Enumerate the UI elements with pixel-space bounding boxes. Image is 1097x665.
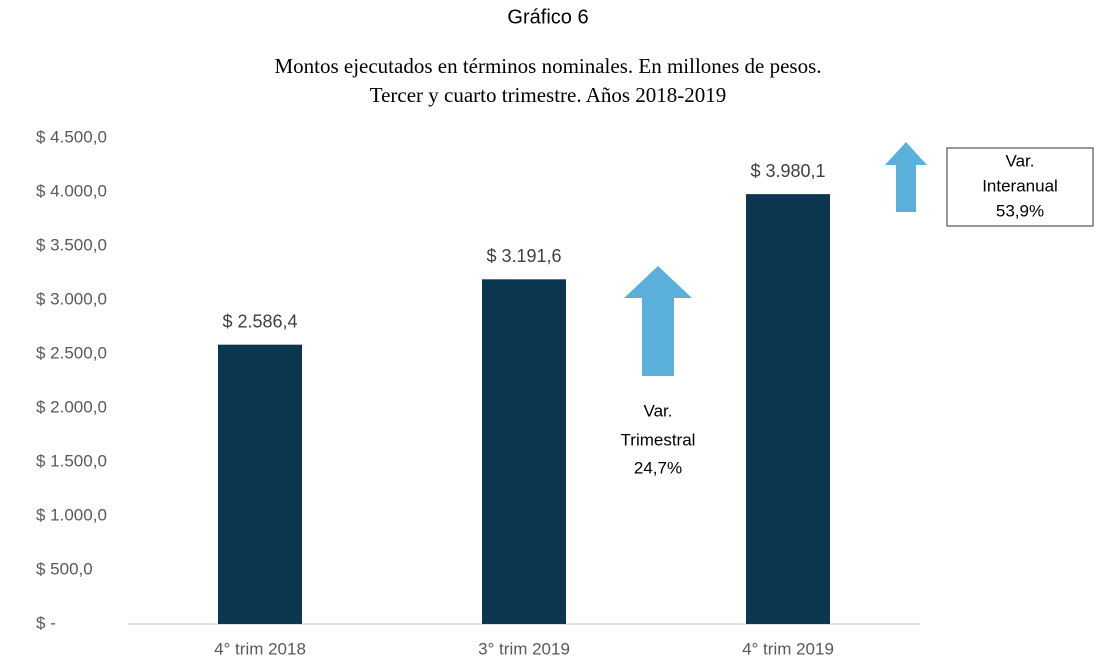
y-tick-label: $ 4.000,0 [36, 181, 107, 200]
y-tick-label: $ 4.500,0 [36, 127, 107, 146]
y-tick-label: $ 2.000,0 [36, 397, 107, 416]
y-tick-label: $ 500,0 [36, 559, 93, 578]
data-label: $ 2.586,4 [222, 311, 297, 331]
bar [218, 344, 302, 624]
annotation-box [946, 147, 1094, 227]
annotation: Trimestral [621, 430, 696, 449]
y-tick-label: $ 2.500,0 [36, 343, 107, 362]
x-tick-label: 4° trim 2019 [742, 639, 834, 658]
x-tick-label: 4° trim 2018 [214, 639, 306, 658]
arrow [885, 142, 927, 212]
annotation: Interanual [982, 176, 1058, 195]
arrow [624, 266, 692, 376]
annotation: Var. [644, 401, 673, 420]
bar [746, 194, 830, 624]
annotation: 24,7% [634, 458, 682, 477]
y-tick-label: $ 3.000,0 [36, 289, 107, 308]
bar [482, 279, 566, 624]
chart-subtitle: Tercer y cuarto trimestre. Años 2018-201… [370, 83, 727, 107]
annotation: 53,9% [996, 201, 1044, 220]
x-tick-label: 3° trim 2019 [478, 639, 570, 658]
chart-subtitle: Montos ejecutados en términos nominales.… [274, 54, 821, 78]
annotation: Var. [1006, 151, 1035, 170]
y-tick-label: $ - [36, 613, 56, 632]
chart-title: Gráfico 6 [507, 6, 588, 28]
y-tick-label: $ 1.500,0 [36, 451, 107, 470]
data-label: $ 3.980,1 [750, 161, 825, 181]
data-label: $ 3.191,6 [486, 246, 561, 266]
y-tick-label: $ 1.000,0 [36, 505, 107, 524]
y-tick-label: $ 3.500,0 [36, 235, 107, 254]
